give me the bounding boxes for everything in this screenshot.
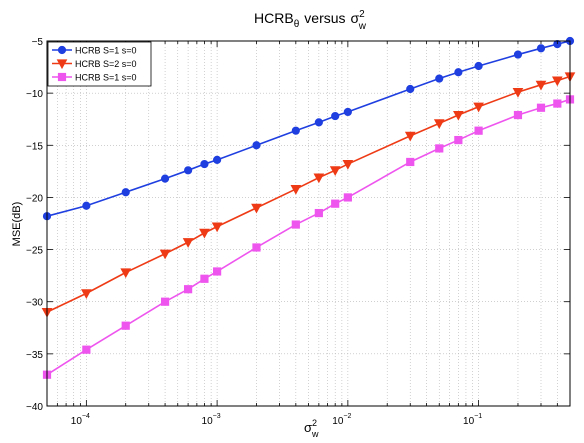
data-point: [313, 173, 325, 184]
legend: HCRB S=1 s=0 HCRB S=2 s=0 HCRB S=1 s=0: [47, 41, 152, 87]
data-point: [291, 220, 300, 229]
data-point: [252, 243, 261, 252]
data-point: [535, 80, 547, 91]
data-point: [435, 74, 444, 83]
data-point: [314, 208, 323, 218]
axis-ticks: 10−4 10−3 10−2 10−1 −40 −35 −30 −25 −20 −15 −10 −5: [26, 37, 571, 427]
data-point: [200, 159, 209, 169]
legend-marker: [56, 59, 68, 70]
data-point: [512, 88, 524, 98]
legend-marker: [57, 45, 67, 55]
data-point: [331, 111, 340, 121]
data-point: [551, 76, 563, 87]
data-point: [343, 107, 352, 117]
series-3: [42, 95, 575, 379]
data-point: [121, 188, 130, 197]
data-point: [433, 119, 445, 130]
data-point: [406, 157, 415, 167]
data-point: [453, 110, 464, 121]
data-point: [82, 345, 91, 354]
data-point: [184, 285, 193, 294]
legend-entry: HCRB S=1 s=0: [52, 73, 137, 83]
legend-marker: [57, 72, 67, 82]
data-point: [182, 238, 194, 248]
data-point: [213, 155, 222, 164]
legend-entry: HCRB S=1 s=0: [52, 46, 137, 56]
data-point: [536, 103, 546, 112]
data-point: [252, 141, 261, 150]
data-point: [213, 267, 222, 276]
x-tick-label: 10−1: [463, 413, 482, 427]
data-point: [314, 118, 323, 127]
data-point: [251, 203, 262, 214]
data-point: [454, 68, 463, 77]
x-axis-label: σ2 w: [304, 418, 319, 439]
data-point: [290, 184, 302, 195]
data-point: [474, 61, 483, 71]
x-tick-label: 10−2: [332, 413, 351, 427]
y-tick-label: −30: [26, 298, 43, 309]
data-point: [454, 135, 463, 145]
data-point: [199, 228, 210, 239]
y-tick-label: −40: [26, 402, 43, 413]
legend-label: HCRB S=1 s=0: [75, 46, 137, 56]
data-point: [160, 174, 170, 183]
data-point: [81, 289, 92, 300]
y-tick-label: −25: [26, 246, 43, 257]
legend-label: HCRB S=1 s=0: [75, 73, 137, 83]
data-series: [41, 36, 576, 379]
y-tick-label: −10: [26, 89, 43, 100]
data-point: [82, 201, 91, 210]
data-point: [184, 166, 193, 175]
data-point: [513, 50, 523, 59]
data-point: [553, 99, 562, 108]
data-point: [331, 199, 340, 208]
data-point: [513, 110, 523, 120]
data-point: [200, 274, 209, 283]
data-point: [406, 84, 415, 94]
data-point: [159, 249, 171, 260]
y-tick-label: −35: [26, 350, 43, 361]
data-point: [329, 166, 341, 176]
y-tick-label: −20: [26, 193, 43, 204]
data-point: [404, 131, 416, 142]
data-point: [121, 321, 130, 330]
data-point: [120, 268, 132, 279]
data-point: [342, 159, 354, 170]
y-axis-label: MSE(dB): [11, 202, 23, 247]
legend-entry: HCRB S=2 s=0: [52, 59, 137, 70]
y-tick-label: −15: [26, 141, 43, 152]
data-point: [435, 144, 444, 153]
data-point: [343, 193, 352, 202]
data-point: [211, 222, 223, 233]
plot-area: 10−4 10−3 10−2 10−1 −40 −35 −30 −25 −20 −15 −10 −5: [26, 36, 576, 427]
y-tick-label: −5: [32, 37, 44, 48]
data-point: [474, 126, 483, 135]
data-point: [536, 44, 546, 53]
data-point: [160, 297, 170, 306]
x-tick-label: 10−3: [202, 413, 221, 427]
data-point: [473, 102, 484, 113]
legend-label: HCRB S=2 s=0: [75, 59, 137, 69]
data-point: [291, 126, 300, 135]
chart-title: HCRBθ versus σ2 w: [254, 9, 367, 32]
x-tick-label: 10−4: [71, 413, 90, 427]
